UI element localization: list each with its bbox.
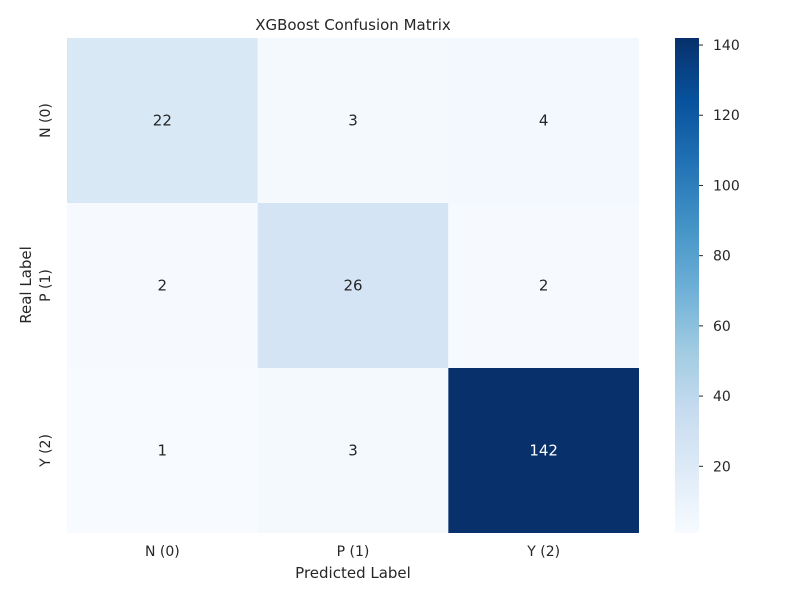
y-tick-label: P (1) xyxy=(38,269,54,302)
y-tick-label: N (0) xyxy=(38,103,54,138)
heatmap-cell xyxy=(67,203,258,368)
cell-value-label: 3 xyxy=(348,442,358,460)
cell-value-label: 1 xyxy=(158,442,168,460)
x-axis-tick-labels: N (0) P (1) Y (2) xyxy=(145,544,560,560)
heatmap-cell xyxy=(448,368,639,533)
heatmap-cells xyxy=(67,38,639,533)
heatmap-cell xyxy=(257,368,449,533)
y-axis-tick-labels: N (0) P (1) Y (2) xyxy=(38,103,54,468)
heatmap-cell xyxy=(257,203,449,368)
heatmap-cell xyxy=(448,203,639,368)
colorbar-tick-labels: 20 40 60 80 100 120 140 xyxy=(699,38,740,475)
colorbar-tick-label: 80 xyxy=(713,249,731,265)
colorbar xyxy=(675,38,699,533)
x-tick-label: Y (2) xyxy=(526,544,560,560)
heatmap-cell xyxy=(67,38,258,203)
colorbar-tick-label: 100 xyxy=(713,178,740,194)
colorbar-tick-label: 20 xyxy=(713,459,731,475)
cell-value-label: 26 xyxy=(343,277,362,295)
colorbar-tick-label: 60 xyxy=(713,319,731,335)
cell-value-label: 3 xyxy=(348,112,358,130)
heatmap-cell xyxy=(448,38,639,203)
cell-value-label: 22 xyxy=(153,112,172,130)
y-axis-label: Real Label xyxy=(17,246,35,324)
heatmap-cell xyxy=(67,368,258,533)
x-tick-label: N (0) xyxy=(145,544,180,560)
chart-title: XGBoost Confusion Matrix xyxy=(255,16,451,34)
colorbar-tick-label: 120 xyxy=(713,108,740,124)
heatmap-cell xyxy=(257,38,449,203)
cell-value-label: 2 xyxy=(539,277,549,295)
cell-value-label: 142 xyxy=(529,442,558,460)
y-tick-label: Y (2) xyxy=(38,434,54,468)
colorbar-tick-label: 140 xyxy=(713,38,740,54)
x-axis-label: Predicted Label xyxy=(295,564,411,582)
cell-value-label: 4 xyxy=(539,112,549,130)
cell-value-label: 2 xyxy=(158,277,168,295)
colorbar-tick-label: 40 xyxy=(713,389,731,405)
heatmap-cell-labels: 22 3 4 2 26 2 1 3 142 xyxy=(153,112,558,460)
x-tick-label: P (1) xyxy=(337,544,370,560)
